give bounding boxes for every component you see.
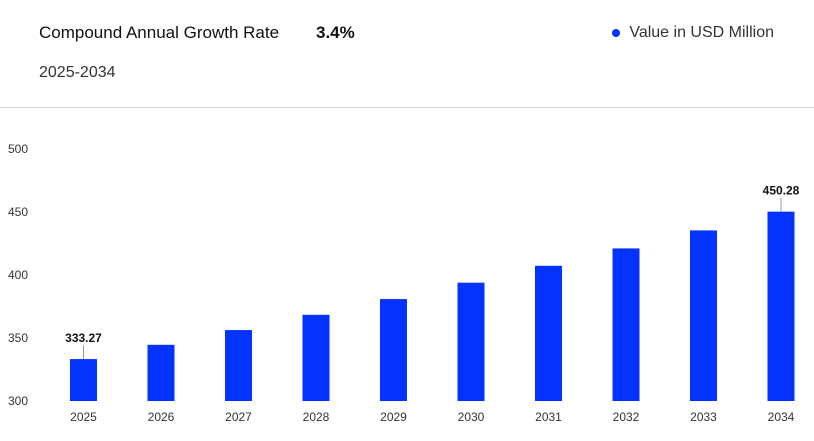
y-tick-label: 300 bbox=[8, 394, 28, 408]
x-tick-label: 2034 bbox=[768, 410, 795, 424]
bar bbox=[690, 230, 717, 401]
legend: Value in USD Million bbox=[612, 24, 774, 42]
data-label: 450.28 bbox=[763, 184, 800, 198]
bars bbox=[70, 211, 795, 401]
y-tick-label: 500 bbox=[8, 142, 28, 156]
cagr-label: Compound Annual Growth Rate bbox=[39, 23, 280, 42]
y-tick-label: 400 bbox=[8, 268, 28, 282]
bar bbox=[457, 282, 485, 401]
period-label: 2025-2034 bbox=[39, 64, 116, 81]
x-tick-label: 2029 bbox=[380, 410, 407, 424]
x-tick-label: 2031 bbox=[535, 410, 562, 424]
x-tick-label: 2027 bbox=[225, 410, 252, 424]
legend-marker bbox=[612, 29, 621, 37]
y-tick-label: 350 bbox=[8, 331, 28, 345]
y-axis-ticks: 300 350 400 450 500 bbox=[8, 142, 28, 408]
data-labels: 333.27 450.28 bbox=[65, 184, 800, 360]
cagr-value: 3.4% bbox=[316, 23, 355, 42]
x-tick-label: 2028 bbox=[303, 410, 330, 424]
chart-header: Compound Annual Growth Rate 3.4% 2025-20… bbox=[0, 0, 814, 108]
bar bbox=[147, 344, 175, 401]
bar bbox=[70, 359, 97, 401]
bar bbox=[612, 248, 640, 401]
y-tick-label: 450 bbox=[8, 205, 28, 219]
bar bbox=[225, 330, 252, 401]
x-tick-label: 2033 bbox=[690, 410, 717, 424]
x-tick-label: 2025 bbox=[70, 410, 97, 424]
x-tick-label: 2026 bbox=[148, 410, 175, 424]
bar bbox=[380, 299, 407, 401]
bar bbox=[302, 314, 330, 401]
x-axis-ticks: 2025 2026 2027 2028 2029 2030 2031 2032 2033 2034 bbox=[70, 410, 795, 424]
x-tick-label: 2032 bbox=[613, 410, 640, 424]
bar bbox=[767, 211, 795, 401]
legend-label: Value in USD Million bbox=[629, 24, 774, 41]
x-tick-label: 2030 bbox=[458, 410, 485, 424]
data-label: 333.27 bbox=[65, 331, 102, 345]
bar bbox=[535, 265, 562, 401]
